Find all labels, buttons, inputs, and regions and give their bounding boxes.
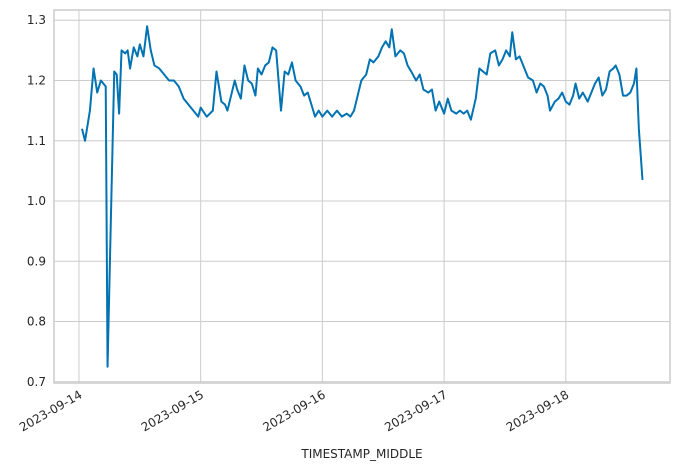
- plot-frame: [53, 9, 671, 384]
- y-tick-label: 1.0: [27, 194, 46, 208]
- x-tick-label: 2023-09-17: [382, 387, 449, 434]
- y-tick-label: 1.2: [27, 74, 46, 88]
- y-tick-label: 0.8: [27, 315, 46, 329]
- x-axis-label: TIMESTAMP_MIDDLE: [300, 447, 422, 461]
- y-tick-label: 0.7: [27, 375, 46, 389]
- data-line: [81, 25, 644, 368]
- y-tick-label: 1.3: [27, 13, 46, 27]
- x-tick-label: 2023-09-16: [260, 387, 327, 434]
- y-tick-label: 1.1: [27, 134, 46, 148]
- x-tick-label: 2023-09-15: [139, 387, 206, 434]
- x-tick-label: 2023-09-14: [17, 387, 84, 434]
- x-tick-label: 2023-09-18: [504, 387, 571, 434]
- y-tick-label: 0.9: [27, 254, 46, 268]
